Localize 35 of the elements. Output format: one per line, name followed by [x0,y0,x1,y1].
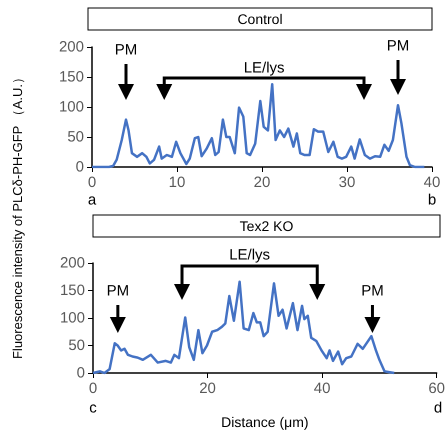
y-axis-title: Fluorescence intensity of PLCδ-PH-GFP （A.U.） [9,70,26,360]
annotation: PM [386,38,410,54]
annotation: LE/lys [229,246,270,264]
y-tick-label: 50 [67,128,84,146]
x-tick-label: 40 [314,380,330,397]
line-series [90,82,426,168]
x-tick-label: 10 [168,174,186,191]
x-tick-label: 60 [428,380,445,397]
x-tick-label: 40 [424,174,440,191]
text: c [89,400,97,416]
annotation: PM [361,282,384,300]
y-tick-label: 0 [76,158,84,176]
x-tick-label: 20 [199,380,216,397]
chart-title: Tex2 KO [240,218,294,234]
y-tick-label: 100 [60,310,85,326]
annotation: PM [114,42,138,58]
y-tick-label: 200 [58,38,84,56]
y-tick-label: 100 [58,98,84,116]
y-tick-label: 50 [68,337,85,354]
text: d [434,400,442,416]
x-tick-label: 20 [254,174,270,191]
chart-title: Control [237,11,283,27]
x-tick-label: 30 [338,174,356,191]
y-tick-label: 150 [58,68,84,86]
x-tick-label: 0 [88,380,98,397]
text: a [88,192,96,208]
annotation: PM [106,282,130,300]
annotation: LE/lys [244,60,285,76]
text: b [428,192,436,208]
y-tick-label: 0 [76,364,85,382]
y-tick-label: 150 [60,282,85,299]
y-tick-label: 200 [60,254,85,272]
x-tick-label: 0 [88,174,96,191]
line-series [92,280,396,374]
x-axis-title: Distance (μm) [221,414,309,430]
